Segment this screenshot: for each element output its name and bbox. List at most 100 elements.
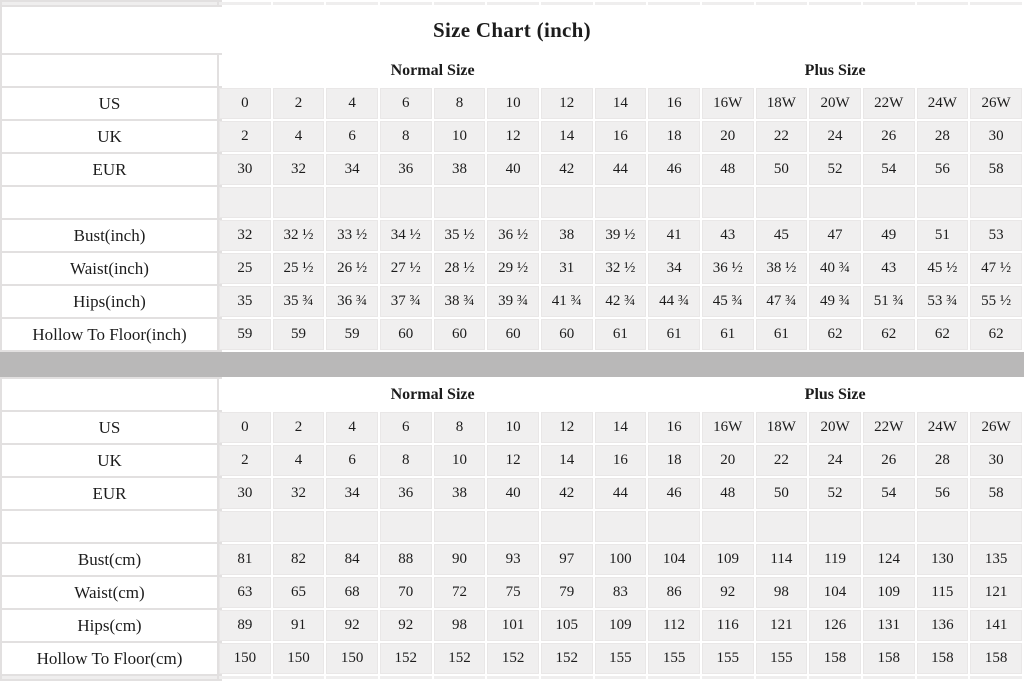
group-header-normal-size: Normal Size bbox=[219, 55, 647, 86]
size-value-cell: 46 bbox=[648, 154, 700, 185]
size-value-cell: 37 ¾ bbox=[379, 286, 432, 317]
size-value-cell: 28 bbox=[916, 121, 969, 152]
size-value-cell bbox=[701, 187, 754, 218]
size-value-cell: 82 bbox=[272, 544, 325, 575]
size-value-cell: 14 bbox=[540, 445, 593, 476]
size-value-cell: 135 bbox=[970, 544, 1022, 575]
size-value-cell: 8 bbox=[379, 445, 432, 476]
table-row: Hips(cm) 89 91 92 92 98 101 105 109 112 116 121 126 1… bbox=[2, 610, 1022, 641]
size-value-cell bbox=[755, 511, 808, 542]
size-value-cell: 45 ¾ bbox=[701, 286, 754, 317]
size-value-cell: 0 bbox=[219, 88, 271, 119]
table-row: Hollow To Floor(cm) 150 150 150 152 152 152 152… bbox=[2, 643, 1022, 674]
size-value-cell: 16W bbox=[701, 88, 754, 119]
edge-cell bbox=[433, 676, 486, 679]
size-value-cell: 150 bbox=[219, 643, 271, 674]
edge-cell bbox=[540, 676, 593, 679]
size-value-cell: 59 bbox=[272, 319, 325, 350]
size-value-cell: 53 ¾ bbox=[916, 286, 969, 317]
size-value-cell: 39 ¾ bbox=[487, 286, 539, 317]
size-value-cell: 29 ½ bbox=[487, 253, 539, 284]
size-value-cell: 112 bbox=[648, 610, 700, 641]
size-value-cell: 54 bbox=[862, 478, 915, 509]
size-value-cell: 68 bbox=[326, 577, 378, 608]
group-header-row: Normal Size Plus Size bbox=[2, 55, 1022, 86]
size-value-cell: 98 bbox=[755, 577, 808, 608]
edge-cell bbox=[755, 676, 808, 679]
size-value-cell: 20W bbox=[809, 412, 861, 443]
size-value-cell: 109 bbox=[701, 544, 754, 575]
size-value-cell: 16 bbox=[594, 121, 647, 152]
size-value-cell bbox=[862, 187, 915, 218]
size-value-cell: 18 bbox=[648, 121, 700, 152]
row-label: EUR bbox=[2, 478, 217, 509]
size-value-cell bbox=[862, 511, 915, 542]
size-value-cell: 48 bbox=[701, 154, 754, 185]
size-value-cell bbox=[272, 187, 325, 218]
size-value-cell: 60 bbox=[379, 319, 432, 350]
size-value-cell: 61 bbox=[701, 319, 754, 350]
size-value-cell: 79 bbox=[540, 577, 593, 608]
row-label: US bbox=[2, 88, 217, 119]
size-value-cell: 34 bbox=[648, 253, 700, 284]
size-value-cell: 43 bbox=[862, 253, 915, 284]
size-value-cell: 81 bbox=[219, 544, 271, 575]
table-row: UK 2 4 6 8 10 12 14 16 18 20 22 24 26 28 30 bbox=[2, 121, 1022, 152]
size-value-cell: 158 bbox=[809, 643, 861, 674]
table-row: UK 2 4 6 8 10 12 14 16 18 20 22 24 26 28 30 bbox=[2, 445, 1022, 476]
size-value-cell: 62 bbox=[916, 319, 969, 350]
size-value-cell: 92 bbox=[326, 610, 378, 641]
size-value-cell: 0 bbox=[219, 412, 271, 443]
size-value-cell: 155 bbox=[701, 643, 754, 674]
size-value-cell bbox=[219, 187, 271, 218]
size-value-cell: 14 bbox=[540, 121, 593, 152]
size-value-cell: 116 bbox=[701, 610, 754, 641]
size-value-cell: 25 ½ bbox=[272, 253, 325, 284]
size-value-cell: 33 ½ bbox=[326, 220, 378, 251]
size-value-cell bbox=[540, 511, 593, 542]
size-value-cell: 16 bbox=[594, 445, 647, 476]
edge-cell bbox=[487, 676, 539, 679]
row-label: UK bbox=[2, 121, 217, 152]
size-value-cell: 16 bbox=[648, 412, 700, 443]
size-value-cell: 31 bbox=[540, 253, 593, 284]
size-value-cell: 98 bbox=[433, 610, 486, 641]
size-value-cell: 32 ½ bbox=[272, 220, 325, 251]
size-value-cell: 4 bbox=[326, 88, 378, 119]
size-value-cell: 35 bbox=[219, 286, 271, 317]
size-value-cell bbox=[272, 511, 325, 542]
size-value-cell: 41 ¾ bbox=[540, 286, 593, 317]
edge-cell bbox=[809, 676, 861, 679]
size-value-cell: 26W bbox=[970, 88, 1022, 119]
edge-cell bbox=[594, 2, 647, 5]
size-value-cell: 24 bbox=[809, 445, 861, 476]
edge-cell bbox=[272, 2, 325, 5]
size-value-cell bbox=[326, 187, 378, 218]
size-value-cell: 65 bbox=[272, 577, 325, 608]
size-value-cell: 126 bbox=[809, 610, 861, 641]
size-value-cell: 105 bbox=[540, 610, 593, 641]
size-value-cell: 109 bbox=[862, 577, 915, 608]
size-value-cell: 48 bbox=[701, 478, 754, 509]
size-value-cell: 10 bbox=[487, 412, 539, 443]
size-chart-table-cm: Normal Size Plus Size US 0 2 4 6 8 10 12 14 16 16W 18… bbox=[0, 377, 1024, 681]
size-value-cell: 36 ¾ bbox=[326, 286, 378, 317]
size-value-cell: 38 bbox=[433, 154, 486, 185]
size-value-cell: 97 bbox=[540, 544, 593, 575]
size-value-cell: 84 bbox=[326, 544, 378, 575]
edge-cell bbox=[219, 2, 271, 5]
size-value-cell: 92 bbox=[379, 610, 432, 641]
bottom-edge-row bbox=[2, 676, 1022, 679]
size-value-cell bbox=[433, 187, 486, 218]
row-label: Waist(cm) bbox=[2, 577, 217, 608]
size-value-cell bbox=[594, 511, 647, 542]
edge-cell bbox=[540, 2, 593, 5]
size-value-cell: 44 ¾ bbox=[648, 286, 700, 317]
size-value-cell: 22W bbox=[862, 412, 915, 443]
size-value-cell: 26 ½ bbox=[326, 253, 378, 284]
edge-cell bbox=[594, 676, 647, 679]
size-value-cell: 6 bbox=[379, 88, 432, 119]
table-row: EUR 30 32 34 36 38 40 42 44 46 48 50 52 54 56 58 bbox=[2, 478, 1022, 509]
size-value-cell: 121 bbox=[970, 577, 1022, 608]
